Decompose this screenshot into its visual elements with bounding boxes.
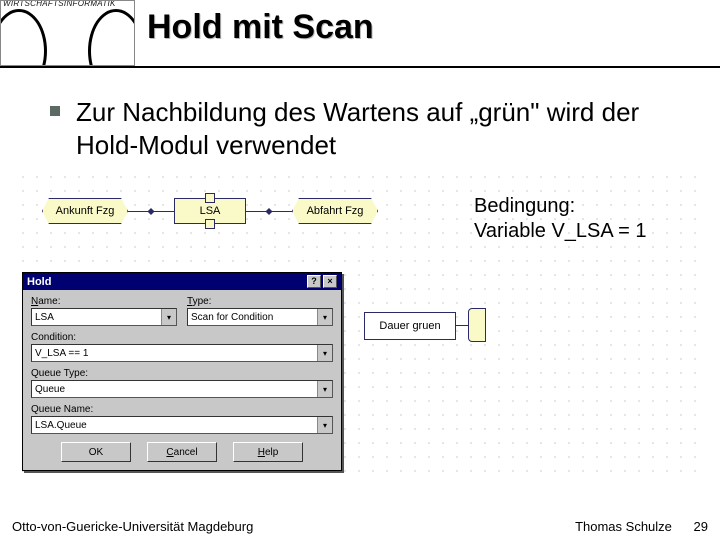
bullet-text: Zur Nachbildung des Wartens auf „grün" w…: [76, 96, 698, 161]
dialog-buttons: OK Cancel Help: [31, 442, 333, 462]
hold-dialog: Hold ? × Name: LSA ▾ Type: Scan for C: [22, 272, 342, 471]
queue-type-value: Queue: [35, 384, 65, 395]
side-block-frag: [468, 308, 486, 342]
footer-right: Thomas Schulze 29: [575, 519, 708, 534]
page-number: 29: [694, 519, 708, 534]
dialog-help-button[interactable]: ?: [307, 275, 321, 288]
flow-block-lsa-label: LSA: [200, 205, 221, 217]
logo-text: WIRTSCHAFTSINFORMATIK: [3, 0, 116, 8]
condition-field[interactable]: V_LSA == 1 ▾: [31, 344, 333, 362]
help-button[interactable]: Help: [233, 442, 303, 462]
footer-author: Thomas Schulze: [575, 519, 672, 534]
queue-name-field[interactable]: LSA.Queue ▾: [31, 416, 333, 434]
side-block-dauer: Dauer gruen: [364, 312, 456, 340]
dialog-titlebar: Hold ? ×: [23, 273, 341, 290]
label-type: Type:: [187, 296, 333, 307]
chevron-down-icon[interactable]: ▾: [317, 345, 332, 361]
queue-name-value: LSA.Queue: [35, 420, 87, 431]
slide-body: Zur Nachbildung des Wartens auf „grün" w…: [0, 68, 720, 161]
chevron-down-icon[interactable]: ▾: [317, 417, 332, 433]
chevron-down-icon[interactable]: ▾: [317, 309, 332, 325]
chevron-down-icon[interactable]: ▾: [317, 381, 332, 397]
flow-block-lsa: LSA: [174, 198, 246, 224]
condition-line1: Bedingung:: [474, 194, 647, 219]
slide-header: WIRTSCHAFTSINFORMATIK Hold mit Scan: [0, 0, 720, 68]
label-queue-name: Queue Name:: [31, 404, 333, 415]
label-condition: Condition:: [31, 332, 333, 343]
condition-line2: Variable V_LSA = 1: [474, 219, 647, 244]
name-field[interactable]: LSA ▾: [31, 308, 177, 326]
type-field[interactable]: Scan for Condition ▾: [187, 308, 333, 326]
type-value: Scan for Condition: [191, 312, 273, 323]
bullet-item: Zur Nachbildung des Wartens auf „grün" w…: [50, 96, 698, 161]
flow-block-ankunft: Ankunft Fzg: [42, 198, 128, 224]
hold-handle-icon: [205, 193, 215, 203]
label-name: Name:: [31, 296, 177, 307]
diagram-area: Ankunft Fzg LSA Abfahrt Fzg Bedingung: V…: [22, 176, 698, 484]
flow-block-abfahrt: Abfahrt Fzg: [292, 198, 378, 224]
slide-footer: Otto-von-Guericke-Universität Magdeburg …: [0, 519, 720, 534]
connector: [246, 211, 292, 212]
chevron-down-icon[interactable]: ▾: [161, 309, 176, 325]
dialog-body: Name: LSA ▾ Type: Scan for Condition ▾: [23, 290, 341, 470]
cancel-button[interactable]: Cancel: [147, 442, 217, 462]
hold-handle-icon: [205, 219, 215, 229]
name-value: LSA: [35, 312, 54, 323]
condition-text: Bedingung: Variable V_LSA = 1: [474, 194, 647, 244]
bullet-icon: [50, 106, 60, 116]
label-queue-type: Queue Type:: [31, 368, 333, 379]
footer-left: Otto-von-Guericke-Universität Magdeburg: [12, 519, 253, 534]
ok-button[interactable]: OK: [61, 442, 131, 462]
condition-value: V_LSA == 1: [35, 348, 88, 359]
logo: WIRTSCHAFTSINFORMATIK: [0, 0, 135, 66]
queue-type-field[interactable]: Queue ▾: [31, 380, 333, 398]
close-icon[interactable]: ×: [323, 275, 337, 288]
connector: [128, 211, 174, 212]
flow-row: Ankunft Fzg LSA Abfahrt Fzg: [42, 198, 378, 224]
dialog-title: Hold: [27, 276, 51, 288]
slide-title: Hold mit Scan: [147, 8, 374, 47]
